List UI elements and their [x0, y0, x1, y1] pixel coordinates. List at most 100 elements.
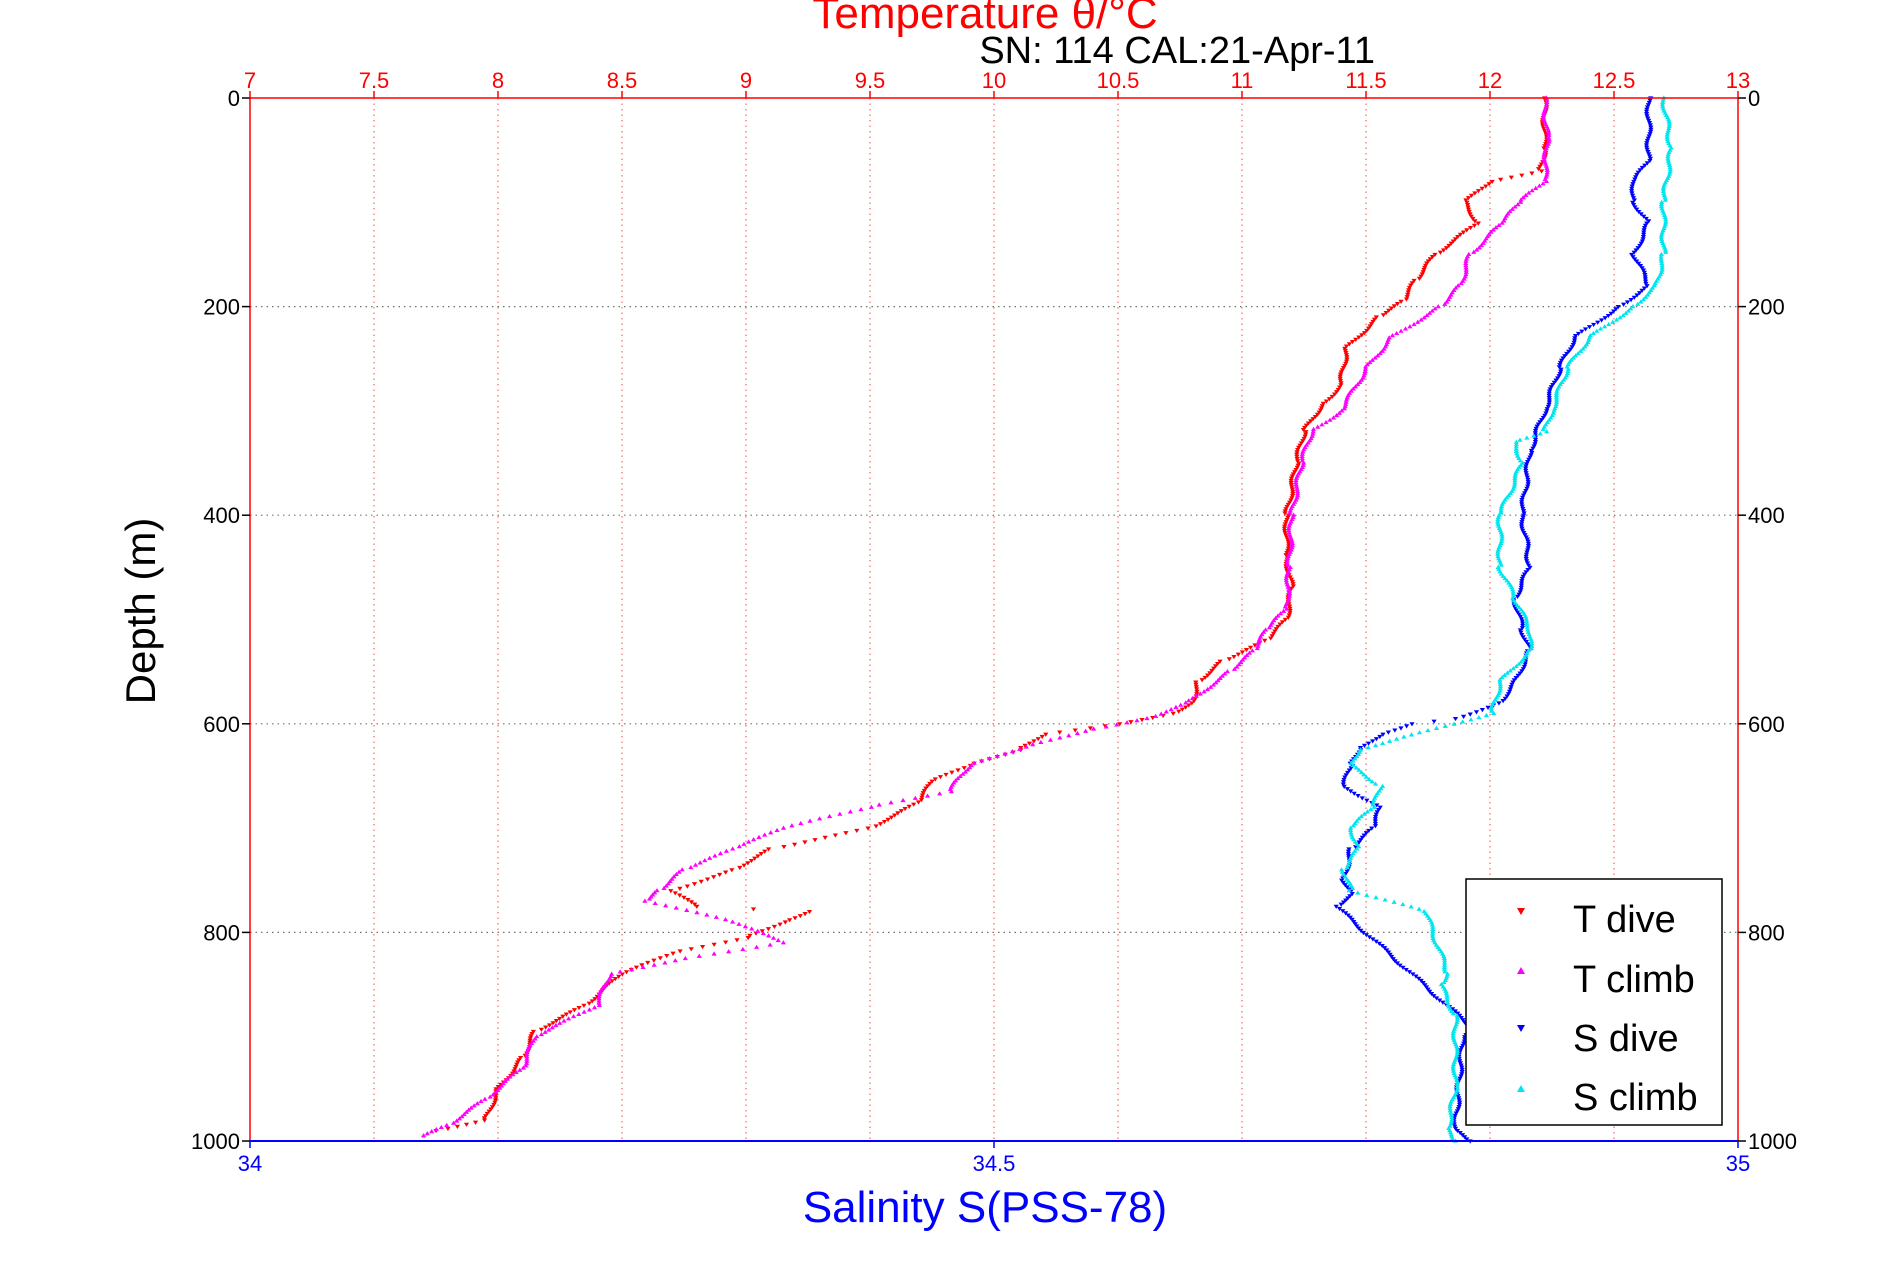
data-point [1342, 775, 1348, 780]
data-point [1634, 207, 1640, 212]
data-point [1608, 311, 1614, 316]
data-point [1333, 904, 1339, 909]
y-tick-label-left: 1000 [191, 1129, 240, 1154]
data-point [696, 953, 702, 958]
series-t-climb [421, 95, 1552, 1138]
data-point [1441, 953, 1447, 958]
data-point [1362, 368, 1368, 373]
data-point [1432, 252, 1438, 258]
data-point [1520, 667, 1526, 672]
data-point [1519, 502, 1525, 507]
data-point [1570, 342, 1576, 348]
data-point [692, 902, 698, 907]
data-point [1523, 466, 1529, 471]
data-point [468, 1105, 474, 1110]
data-point [1366, 741, 1372, 746]
data-point [1359, 796, 1365, 801]
data-point [924, 793, 931, 798]
data-point [1124, 720, 1130, 725]
data-point [949, 770, 955, 775]
data-point [1640, 268, 1647, 273]
data-point [1420, 981, 1426, 986]
data-point [1354, 924, 1360, 929]
data-point [1302, 434, 1308, 439]
data-point [729, 868, 735, 873]
data-point [1495, 564, 1501, 569]
data-point [1620, 312, 1626, 318]
data-point [676, 869, 682, 874]
data-point [1338, 867, 1345, 872]
data-point [1516, 592, 1522, 597]
data-point [1030, 742, 1036, 747]
data-point [766, 933, 772, 938]
data-point [754, 944, 760, 949]
data-point [1429, 922, 1436, 927]
data-point [1305, 421, 1311, 426]
data-point [1541, 150, 1548, 155]
data-point [1300, 449, 1306, 454]
data-point [1441, 955, 1447, 961]
data-point [699, 944, 706, 950]
data-point [1294, 456, 1300, 462]
data-point [1295, 448, 1301, 453]
data-point [1405, 292, 1411, 298]
data-point [657, 956, 663, 961]
data-point [1239, 650, 1246, 655]
data-point [1284, 504, 1290, 510]
data-point [1512, 477, 1518, 483]
data-point [1520, 657, 1526, 662]
data-point [1283, 566, 1289, 571]
data-point [737, 865, 743, 871]
data-point [1429, 308, 1435, 313]
data-point [1288, 478, 1294, 484]
data-point [1519, 173, 1525, 178]
data-point [1497, 681, 1503, 686]
data-point [1074, 730, 1081, 736]
data-point [1009, 749, 1016, 754]
data-point [1193, 685, 1199, 690]
y-tick-label-left: 600 [203, 712, 240, 737]
salinity-tick-label: 34.5 [973, 1151, 1016, 1176]
data-point [1429, 920, 1435, 925]
data-point [1343, 401, 1349, 406]
data-point [576, 1011, 582, 1016]
data-point [1231, 666, 1238, 671]
data-point [1255, 643, 1261, 648]
data-point [960, 771, 966, 776]
data-point [1524, 486, 1530, 491]
data-point [1183, 700, 1189, 705]
y-tick-label-right: 600 [1748, 712, 1785, 737]
data-point [1450, 1035, 1456, 1040]
data-point [493, 1087, 499, 1092]
data-point [1310, 431, 1316, 436]
data-point [1202, 675, 1208, 681]
data-point [1416, 276, 1423, 281]
data-point [771, 924, 778, 930]
data-point [1495, 516, 1501, 522]
data-point [1645, 116, 1651, 121]
data-point [1290, 512, 1297, 517]
data-point [1454, 1079, 1460, 1084]
data-point [1506, 689, 1513, 694]
data-point [1287, 575, 1293, 580]
data-point [858, 806, 864, 812]
data-point [1633, 248, 1639, 253]
data-point [694, 910, 700, 915]
data-point [1039, 734, 1045, 740]
data-point [807, 818, 813, 823]
data-point [1644, 105, 1651, 110]
data-point [606, 981, 612, 986]
data-point [1343, 399, 1349, 404]
data-point [478, 1098, 484, 1104]
data-point [684, 907, 690, 912]
data-point [1575, 331, 1582, 337]
data-point [1548, 385, 1554, 390]
data-point [596, 993, 602, 999]
series-s-climb [1338, 95, 1674, 1143]
data-point [767, 942, 773, 947]
data-point [1537, 431, 1543, 436]
data-point [1442, 958, 1448, 963]
data-point [1450, 1068, 1457, 1073]
data-point [1349, 885, 1356, 890]
data-point [1373, 315, 1379, 320]
